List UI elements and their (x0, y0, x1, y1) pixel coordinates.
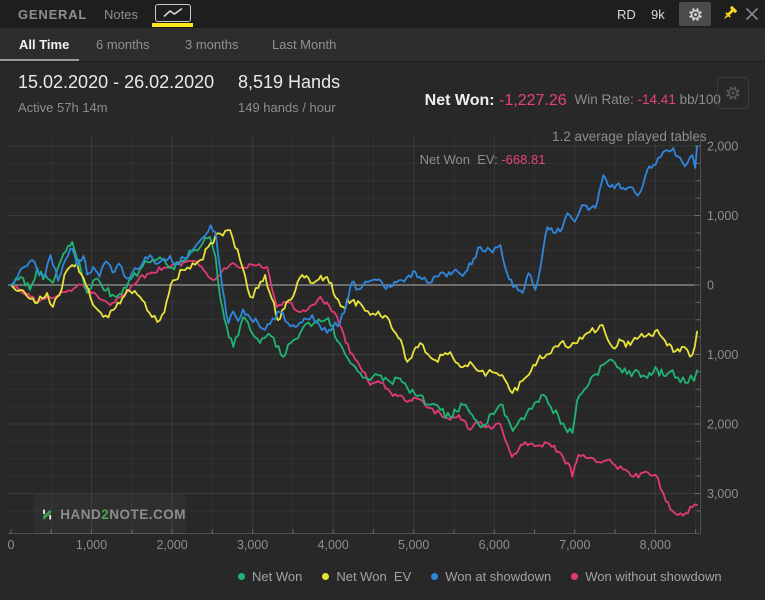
active-tab-indicator (152, 23, 193, 27)
net-won-group: Net Won: -1,227.26 Net Won EV: -668.81 (398, 74, 567, 182)
net-won-value: -1,227.26 (499, 92, 567, 109)
hands-per-hour: 149 hands / hour (238, 100, 336, 115)
settings-button[interactable] (679, 2, 711, 26)
net-won-ev-label: Net Won EV: (419, 152, 502, 167)
legend-won-at-showdown[interactable]: Won at showdown (431, 569, 551, 584)
winnings-chart[interactable]: 2,000 1,000 0 1,000 2,000 3,000 0 1,000 2,000 3,0… (0, 125, 765, 560)
avg-tables: 1.2 average played tables (552, 129, 707, 144)
svg-text:1,000: 1,000 (707, 348, 738, 362)
svg-text:1,000: 1,000 (76, 538, 107, 552)
tab-notes[interactable]: Notes (104, 7, 138, 22)
svg-text:3,000: 3,000 (237, 538, 268, 552)
period-tab-bar: All Time 6 months 3 months Last Month (0, 28, 765, 62)
svg-text:0: 0 (8, 538, 15, 552)
legend-dot (238, 573, 245, 580)
watermark-text: HAND2NOTE.COM (60, 506, 186, 522)
legend-net-won-ev[interactable]: Net Won EV (322, 569, 411, 584)
active-time: Active 57h 14m (18, 100, 108, 115)
hand2note-logo-icon (43, 509, 52, 519)
legend-dot (322, 573, 330, 580)
close-button[interactable] (744, 6, 760, 22)
line-chart-icon (161, 7, 185, 19)
svg-text:8,000: 8,000 (640, 538, 671, 552)
tab-last-month[interactable]: Last Month (272, 37, 337, 52)
tab-general[interactable]: GENERAL (18, 7, 88, 22)
svg-text:2,000: 2,000 (707, 418, 738, 432)
pin-button[interactable] (719, 4, 739, 24)
gear-icon (724, 84, 742, 102)
legend-dot (431, 573, 439, 580)
legend-net-won[interactable]: Net Won (238, 569, 302, 584)
hands-count: 8,519 Hands (238, 72, 341, 92)
svg-text:1,000: 1,000 (707, 209, 738, 223)
active-period-indicator (0, 59, 79, 61)
date-range-group: 15.02.2020 - 26.02.2020 Active 57h 14m (18, 72, 214, 115)
close-icon (745, 7, 759, 21)
svg-text:4,000: 4,000 (318, 538, 349, 552)
svg-text:7,000: 7,000 (559, 538, 590, 552)
tab-3-months[interactable]: 3 months (185, 37, 239, 52)
title-bar: GENERAL Notes RD 9k (0, 0, 765, 28)
net-won-label: Net Won: (424, 92, 500, 109)
tab-graph[interactable] (155, 4, 191, 22)
svg-text:2,000: 2,000 (156, 538, 187, 552)
svg-text:6,000: 6,000 (479, 538, 510, 552)
graph-settings-button[interactable] (717, 77, 749, 109)
win-rate-group: Win Rate: -14.41 bb/100 1.2 average play… (552, 77, 721, 144)
tab-all-time[interactable]: All Time (19, 37, 70, 52)
tab-6-months[interactable]: 6 months (96, 37, 150, 52)
svg-text:2,000: 2,000 (707, 140, 738, 154)
date-range: 15.02.2020 - 26.02.2020 (18, 72, 215, 92)
player-badge-rd: RD (617, 7, 636, 22)
pin-icon (723, 6, 737, 20)
win-rate-unit: bb/100 (675, 92, 721, 107)
svg-text:0: 0 (707, 279, 714, 293)
win-rate-label: Win Rate: (574, 92, 638, 107)
watermark: HAND2NOTE.COM (34, 494, 186, 534)
win-rate-value: -14.41 (637, 92, 676, 107)
legend-won-without-showdown[interactable]: Won without showdown (571, 569, 722, 584)
stack-badge: 9k (651, 7, 665, 22)
hands-group: 8,519 Hands 149 hands / hour (238, 72, 340, 115)
gear-icon (687, 6, 704, 23)
svg-text:3,000: 3,000 (707, 487, 738, 501)
legend-dot (571, 573, 579, 580)
chart-legend: Net Won Net Won EV Won at showdown Won w… (238, 569, 722, 584)
svg-text:5,000: 5,000 (398, 538, 429, 552)
net-won-ev-value: -668.81 (501, 152, 546, 167)
